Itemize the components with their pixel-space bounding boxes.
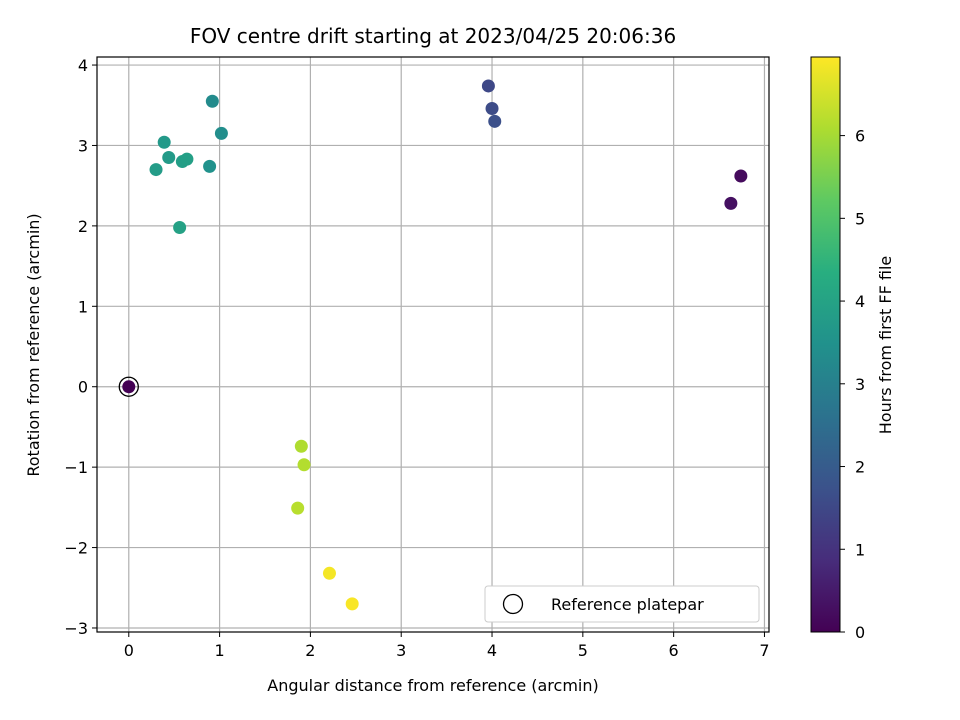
colorbar-ticks: 0 1 2 3 4 5 6: [840, 127, 865, 642]
y-tick-label: 0: [78, 378, 88, 397]
data-point: [149, 163, 163, 177]
x-axis-ticks: 0 1 2 3 4 5 6 7: [124, 632, 770, 660]
legend-box: [484, 585, 760, 623]
colorbar-tick-label: 1: [855, 540, 865, 559]
y-tick-label: 3: [78, 136, 88, 155]
data-point: [294, 439, 308, 453]
colorbar-gradient: [810, 56, 841, 633]
x-tick-label: 6: [669, 641, 679, 660]
y-tick-label: −3: [64, 619, 88, 638]
y-axis-ticks: −3 −2 −1 0 1 2 3 4: [64, 56, 97, 638]
legend-reference-marker: [502, 593, 524, 615]
x-tick-label: 7: [759, 641, 769, 660]
x-tick-label: 3: [396, 641, 406, 660]
y-tick-label: 1: [78, 297, 88, 316]
y-tick-label: 2: [78, 217, 88, 236]
data-point: [203, 159, 217, 173]
x-tick-label: 1: [215, 641, 225, 660]
y-axis-label: Rotation from reference (arcmin): [24, 213, 43, 476]
colorbar-tick-label: 0: [855, 623, 865, 642]
data-point: [297, 458, 311, 472]
y-tick-label: −1: [64, 458, 88, 477]
data-point: [291, 501, 305, 515]
data-point: [162, 151, 176, 165]
data-point: [205, 94, 219, 108]
x-tick-label: 0: [124, 641, 134, 660]
y-tick-label: 4: [78, 56, 88, 75]
colorbar-tick-label: 4: [855, 292, 865, 311]
data-points: [122, 79, 748, 611]
x-tick-label: 4: [487, 641, 497, 660]
legend: Reference platepar: [484, 585, 760, 623]
reference-marker-layer: [118, 376, 139, 397]
data-point: [724, 196, 738, 210]
data-point: [345, 597, 359, 611]
data-point: [173, 220, 187, 234]
x-axis-label: Angular distance from reference (arcmin): [267, 676, 598, 695]
x-tick-label: 5: [578, 641, 588, 660]
plot-frame: [96, 56, 770, 633]
data-point: [481, 79, 495, 93]
x-tick-label: 2: [305, 641, 315, 660]
data-point: [122, 380, 136, 394]
colorbar-tick-label: 6: [855, 127, 865, 146]
reference-marker: [118, 376, 139, 397]
grid: [97, 57, 769, 632]
legend-label: Reference platepar: [551, 595, 704, 614]
data-point: [488, 114, 502, 128]
y-tick-label: −2: [64, 539, 88, 558]
colorbar-tick-label: 5: [855, 209, 865, 228]
colorbar-tick-label: 3: [855, 375, 865, 394]
chart-title: FOV centre drift starting at 2023/04/25 …: [190, 24, 676, 48]
data-point: [157, 135, 171, 149]
data-point: [214, 126, 228, 140]
data-point: [485, 101, 499, 115]
data-point: [322, 566, 336, 580]
colorbar-label: Hours from first FF file: [876, 256, 895, 435]
data-point: [734, 169, 748, 183]
colorbar-tick-label: 2: [855, 458, 865, 477]
colorbar: 0 1 2 3 4 5 6 Hours from first FF file: [810, 56, 895, 642]
data-point: [180, 152, 194, 166]
